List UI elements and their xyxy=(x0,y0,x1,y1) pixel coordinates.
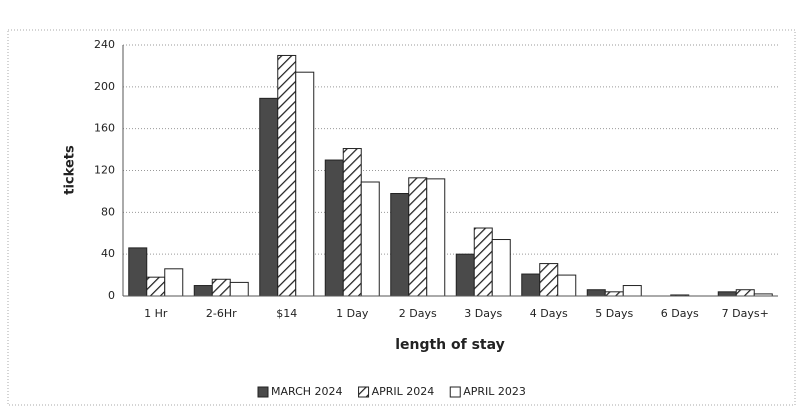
x-tick-label: 3 Days xyxy=(464,307,502,320)
bar xyxy=(622,285,642,297)
bar xyxy=(604,291,624,297)
x-axis-label: length of stay xyxy=(395,337,505,353)
legend-label: APRIL 2023 xyxy=(463,385,526,398)
x-tick-label: 2-6Hr xyxy=(206,307,237,320)
y-tick-label: 80 xyxy=(101,205,115,218)
y-tick-label: 240 xyxy=(94,38,115,51)
bar xyxy=(586,289,606,297)
bar xyxy=(539,263,559,297)
x-tick-label: 4 Days xyxy=(530,307,568,320)
bar xyxy=(491,239,511,297)
legend-swatch xyxy=(358,386,370,398)
legend-label: APRIL 2024 xyxy=(372,385,435,398)
bar xyxy=(295,71,315,297)
bar xyxy=(521,273,541,297)
legend-swatch xyxy=(257,386,269,398)
bar xyxy=(146,276,166,297)
bar xyxy=(342,148,362,297)
bar xyxy=(735,289,755,297)
bar xyxy=(717,291,737,297)
x-tick-label: 1 Hr xyxy=(144,307,168,320)
y-tick-label: 200 xyxy=(94,80,115,93)
x-tick-label: 6 Days xyxy=(661,307,699,320)
legend-label: MARCH 2024 xyxy=(271,385,343,398)
y-tick-label: 120 xyxy=(94,164,115,177)
bar xyxy=(193,285,213,297)
x-tick-label: 1 Day xyxy=(336,307,369,320)
bar xyxy=(473,227,493,297)
bar xyxy=(408,177,428,297)
bar xyxy=(390,193,410,297)
y-tick-label: 160 xyxy=(94,122,115,135)
y-tick-label: 0 xyxy=(108,289,115,302)
x-tick-label: 5 Days xyxy=(595,307,633,320)
bar xyxy=(360,181,380,297)
bar xyxy=(128,247,148,297)
bar xyxy=(426,178,446,297)
legend-swatch xyxy=(449,386,461,398)
bar xyxy=(211,278,231,297)
bar xyxy=(229,281,249,297)
bar xyxy=(164,268,184,297)
chart-border xyxy=(7,29,796,406)
y-axis-label: tickets xyxy=(63,145,78,195)
bar xyxy=(277,54,297,297)
y-tick-label: 40 xyxy=(101,247,115,260)
x-tick-label: 7 Days+ xyxy=(722,307,769,320)
x-tick-label: $14 xyxy=(276,307,297,320)
bar xyxy=(324,159,344,297)
x-tick-label: 2 Days xyxy=(399,307,437,320)
bar xyxy=(455,253,475,297)
bar xyxy=(259,97,279,297)
bar xyxy=(557,274,577,297)
